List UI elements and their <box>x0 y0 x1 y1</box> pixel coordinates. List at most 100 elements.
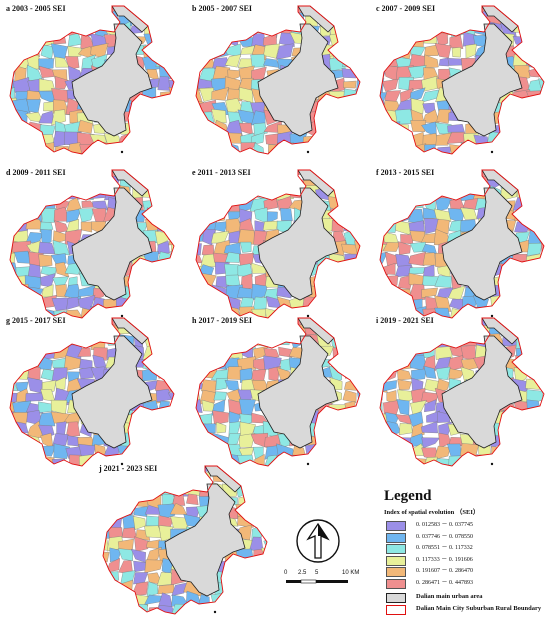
district-cell <box>158 434 172 449</box>
district-cell <box>225 559 240 573</box>
district-cell <box>380 436 386 448</box>
legend-swatch-boundary <box>386 605 406 615</box>
district-cell <box>528 346 544 362</box>
legend-swatch <box>386 544 406 554</box>
district-cell <box>67 32 83 47</box>
district-cell <box>266 211 278 224</box>
district-cell <box>10 208 17 223</box>
district-cell <box>65 421 81 438</box>
district-cell <box>142 294 158 312</box>
district-cell <box>118 147 131 154</box>
district-cell <box>438 153 453 154</box>
district-cell <box>196 334 201 350</box>
district-cell <box>158 470 174 484</box>
district-cell <box>235 583 249 597</box>
district-cell <box>383 470 397 474</box>
district-cell <box>433 208 452 222</box>
district-cell <box>50 253 67 265</box>
district-cell <box>303 141 319 154</box>
district-cell <box>155 124 174 137</box>
urban-area <box>71 187 153 301</box>
district-cell <box>461 174 475 191</box>
district-cell <box>449 6 463 15</box>
district-cell <box>223 335 239 347</box>
district-cell <box>433 445 451 460</box>
district-cell <box>500 113 515 123</box>
district-cell <box>262 466 267 474</box>
district-cell <box>529 454 543 466</box>
district-cell <box>268 144 280 154</box>
district-cell <box>422 264 435 279</box>
district-cell <box>460 6 479 14</box>
district-cell <box>156 130 172 148</box>
district-cell <box>200 336 216 348</box>
district-cell <box>38 110 55 124</box>
district-cell <box>407 65 427 79</box>
district-cell <box>106 481 125 497</box>
district-cell <box>399 11 413 24</box>
district-cell <box>514 221 531 233</box>
district-cell <box>223 142 241 154</box>
legend-swatch <box>386 578 406 589</box>
district-cell <box>214 443 226 458</box>
district-cell <box>90 170 107 181</box>
district-cell <box>201 273 217 286</box>
district-cell <box>355 367 360 382</box>
district-cell <box>261 583 267 594</box>
district-cell <box>262 220 279 231</box>
district-cell <box>358 400 360 415</box>
map-f <box>379 169 545 319</box>
map-panel-a: a 2003 - 2005 SEI <box>2 2 177 162</box>
district-cell <box>435 132 452 146</box>
district-cell <box>26 155 42 162</box>
district-cell <box>384 197 399 212</box>
district-cell <box>237 13 255 25</box>
district-cell <box>280 208 293 222</box>
district-cell <box>223 593 242 607</box>
district-cell <box>144 276 159 287</box>
district-cell <box>171 120 174 137</box>
district-cell <box>144 445 160 460</box>
district-cell <box>10 433 18 447</box>
district-cell <box>135 484 148 497</box>
district-cell <box>540 120 544 138</box>
district-cell <box>354 143 360 154</box>
district-cell <box>447 58 464 66</box>
district-cell <box>167 322 174 338</box>
district-cell <box>422 343 435 358</box>
district-cell <box>249 559 266 575</box>
district-cell <box>169 36 174 50</box>
district-cell <box>222 602 240 614</box>
district-cell <box>499 422 518 437</box>
district-cell <box>39 153 56 154</box>
district-cell <box>409 23 425 37</box>
island-dot <box>306 314 310 318</box>
district-cell <box>196 370 201 383</box>
district-cell <box>341 283 358 301</box>
district-cell <box>201 209 213 223</box>
district-cell <box>2 467 16 474</box>
district-cell <box>410 400 427 416</box>
urban-area <box>257 187 339 301</box>
district-cell <box>525 334 543 349</box>
district-cell <box>156 142 171 154</box>
district-cell <box>103 481 112 499</box>
district-cell <box>12 443 31 457</box>
district-cell <box>215 34 229 48</box>
district-cell <box>198 22 217 37</box>
district-cell <box>169 283 174 302</box>
district-cell <box>186 493 199 506</box>
district-cell <box>343 409 360 426</box>
district-cell <box>449 144 464 154</box>
district-cell <box>173 423 174 436</box>
map-panel-d: d 2009 - 2011 SEI <box>2 166 177 326</box>
district-cell <box>250 318 269 328</box>
district-cell <box>10 295 18 310</box>
district-cell <box>382 443 398 458</box>
district-cell <box>540 344 544 358</box>
district-cell <box>247 580 266 595</box>
island-dot <box>306 150 310 154</box>
district-cell <box>396 399 410 416</box>
district-cell <box>156 21 173 35</box>
district-cell <box>263 470 267 486</box>
